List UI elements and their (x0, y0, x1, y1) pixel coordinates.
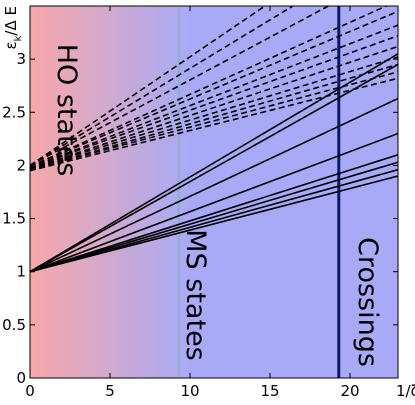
x-tick-label-0: 0 (25, 382, 35, 400)
x-tick-label-3: 15 (260, 382, 279, 400)
axis-ticks: 0 5 10 15 20 0 0.5 1 1.5 2 2.5 3 (2, 6, 398, 400)
y-tick-label-5: 2.5 (2, 103, 26, 121)
solid-series-line-4 (30, 154, 398, 273)
plot-frame (29, 5, 399, 379)
dashed-series-line-8 (30, 6, 267, 167)
x-axis-label: 1/ζ (396, 382, 415, 400)
plot-background (30, 6, 398, 378)
solid-series-line-3 (30, 132, 398, 273)
ho-states-label: HO states (51, 44, 82, 177)
y-axis-label: εk/Δ E (2, 6, 24, 49)
dashed-series-line-15 (30, 45, 398, 170)
y-tick-label-4: 2 (16, 156, 26, 174)
y-axis-label-sub: k (13, 35, 24, 41)
y-axis-label-rest: /Δ E (2, 6, 20, 36)
dashed-series-line-18 (30, 71, 398, 171)
y-tick-label-2: 1 (16, 263, 26, 281)
solid-series-line-6 (30, 168, 398, 273)
x-tick-label-2: 10 (180, 382, 199, 400)
y-tick-label-0: 0 (16, 369, 26, 387)
solid-series-line-1 (30, 63, 398, 273)
dashed-series-line-17 (30, 63, 398, 171)
crossings-label: Crossings (352, 237, 383, 367)
ms-states-label: MS states (180, 229, 211, 360)
dashed-series-line-14 (30, 35, 398, 169)
y-tick-label-1: 0.5 (2, 316, 26, 334)
series-lines (30, 6, 398, 273)
dashed-series-line-10 (30, 6, 331, 167)
dashed-series-line-11 (30, 6, 389, 168)
dashed-series-line-19 (30, 77, 398, 172)
y-tick-label-6: 3 (16, 50, 26, 68)
x-tick-label-1: 5 (105, 382, 115, 400)
dashed-series-line-12 (30, 10, 398, 168)
dashed-series-line-13 (30, 24, 398, 169)
y-tick-label-3: 1.5 (2, 210, 26, 228)
solid-series-line-7 (30, 175, 398, 273)
region-labels: HO states MS states Crossings (51, 44, 383, 367)
solid-series-line-5 (30, 161, 398, 273)
x-tick-label-4: 20 (340, 382, 359, 400)
y-axis-label-main: ε (2, 41, 20, 49)
svg-text:εk/Δ E: εk/Δ E (2, 6, 24, 49)
solid-series-line-2 (30, 97, 398, 273)
dashed-series-line-9 (30, 6, 295, 167)
dashed-series-line-16 (30, 56, 398, 170)
solid-series-line-0 (30, 53, 398, 273)
